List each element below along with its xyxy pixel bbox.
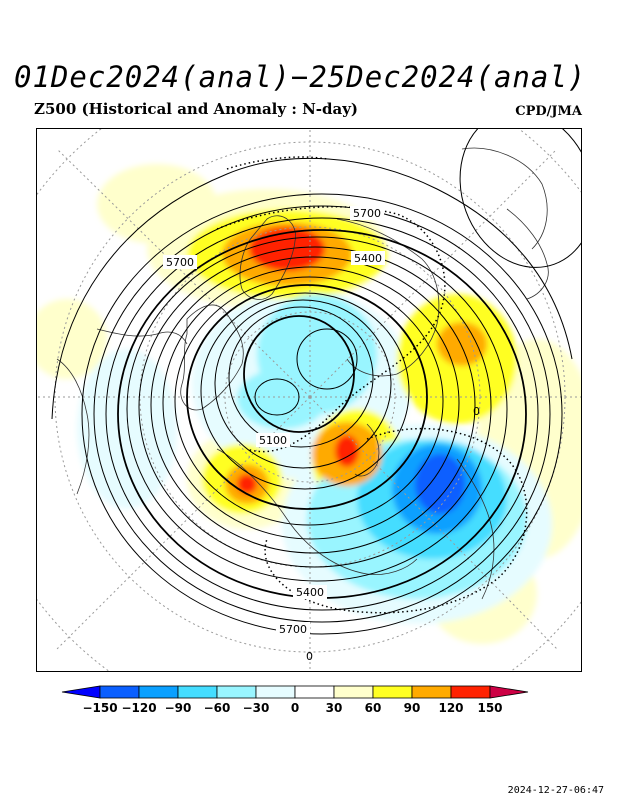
coast-greenland [239, 215, 296, 300]
anomaly-pos-central-red [335, 435, 359, 467]
zero-anomaly-contours [216, 156, 528, 614]
timestamp: 2024-12-27-06:47 [507, 785, 604, 796]
contour-label-5100: 5100 [259, 434, 287, 447]
contour-label-5400-south: 5400 [296, 586, 324, 599]
colorbar-bin [450, 685, 491, 699]
colorbar-bin [333, 685, 374, 699]
colorbar-bin [138, 685, 179, 699]
coast-africa [56, 358, 90, 495]
contour-inner-7 [214, 299, 392, 469]
colorbar-bin [489, 685, 529, 699]
contour-5400 [186, 284, 428, 510]
chart-subtitle: Z500 (Historical and Anomaly : N-day) [34, 100, 359, 118]
contour-outer-3 [105, 217, 539, 611]
source-label: CPD/JMA [515, 104, 582, 119]
colorbar-bin [255, 685, 296, 699]
polar-map: 5700 5700 5400 5100 5400 5700 0 0 [37, 129, 581, 671]
colorbar-tick-label: −90 [165, 701, 192, 715]
colorbar-tick-label: 150 [477, 701, 502, 715]
colorbar-tick-label: 0 [291, 701, 299, 715]
contour-inner-2 [138, 246, 492, 568]
colorbar-bin [99, 685, 140, 699]
contour-inner-6 [200, 292, 410, 490]
contour-label-5700-west: 5700 [166, 256, 194, 269]
colorbar-tick-label: 90 [404, 701, 421, 715]
colorbar: −150 −120 −90 −60 −30 0 30 60 90 120 150 [61, 685, 529, 715]
coast-alaska [506, 208, 549, 300]
colorbar-bin [216, 685, 257, 699]
zero-contour-1 [216, 206, 446, 453]
colorbar-bin [411, 685, 452, 699]
contour-northeast-lobe [459, 129, 581, 268]
colorbar-tick-label: 60 [365, 701, 382, 715]
anomaly-neg-pale-west [77, 349, 177, 509]
contour-inner-5 [174, 276, 444, 526]
zero-contour-3 [226, 156, 328, 170]
colorbar-boxes [61, 685, 529, 699]
coast-north-america [336, 218, 440, 377]
contour-north-lobe [51, 157, 573, 420]
contour-inner-1 [126, 236, 508, 582]
colorbar-tick-label: −60 [204, 701, 231, 715]
colorbar-tick-label: 120 [438, 701, 463, 715]
contour-labels: 5700 5700 5400 5100 5400 5700 0 0 [163, 206, 480, 663]
contour-5100 [243, 315, 355, 433]
colorbar-bin [372, 685, 413, 699]
coast-europe [180, 304, 244, 411]
contour-label-zero-south: 0 [306, 650, 313, 663]
chart-title: 01Dec2024(anal)−25Dec2024(anal) [14, 60, 587, 94]
coast-america-west [456, 458, 495, 600]
colorbar-tick-label: −150 [82, 701, 117, 715]
colorbar-tick-label: −30 [243, 701, 270, 715]
colorbar-bin [61, 685, 101, 699]
anomaly-pos-west-red [237, 474, 257, 494]
colorbar-tick-label: −120 [121, 701, 156, 715]
contour-outer-1 [81, 193, 563, 635]
contour-outer-2 [93, 205, 551, 623]
map-frame: 5700 5700 5400 5100 5400 5700 0 0 [36, 128, 582, 672]
contour-label-zero-east: 0 [473, 405, 480, 418]
coast-canada-east [461, 147, 548, 250]
anomaly-neg-arctic-low [237, 369, 327, 429]
contour-inner-3 [150, 256, 476, 554]
colorbar-tick-label: 30 [326, 701, 343, 715]
anomaly-neg-pacific-core3 [415, 454, 465, 514]
contour-label-5700-north: 5700 [353, 207, 381, 220]
colorbar-bin [177, 685, 218, 699]
anomaly-fields [37, 164, 581, 644]
contour-inner-9 [296, 328, 358, 390]
colorbar-bin [294, 685, 335, 699]
contour-label-5700-south: 5700 [279, 623, 307, 636]
contour-inner-8 [228, 306, 374, 448]
contour-inner-4 [162, 266, 460, 540]
colorbar-labels: −150 −120 −90 −60 −30 0 30 60 90 120 150 [82, 701, 502, 715]
contour-inner-10 [254, 378, 300, 416]
contour-label-5400-north: 5400 [354, 252, 382, 265]
